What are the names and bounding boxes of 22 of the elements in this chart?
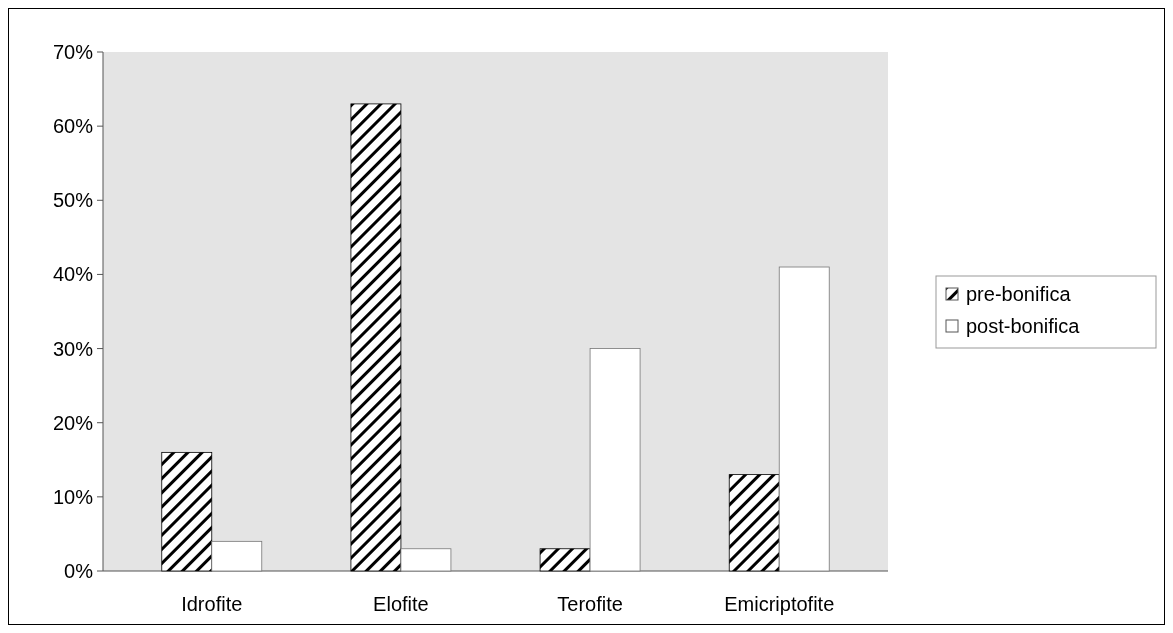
bar [350, 103, 402, 572]
bar [539, 548, 591, 572]
bar [400, 548, 452, 572]
x-tick-label: Elofite [373, 593, 429, 615]
bar [161, 451, 213, 572]
legend-label: post-bonifica [966, 315, 1081, 337]
y-tick-label: 20% [52, 411, 94, 434]
y-tick-label: 30% [52, 337, 94, 360]
x-tick-label: Terofite [557, 593, 623, 615]
bar [778, 266, 830, 572]
bar [728, 474, 780, 572]
y-tick-label: 50% [52, 189, 94, 212]
x-tick-label: Emicriptofite [724, 593, 835, 615]
y-tick-label: 60% [52, 115, 94, 138]
y-tick-label: 40% [52, 263, 94, 286]
legend-label: pre-bonifica [966, 283, 1072, 305]
x-tick-label: Idrofite [181, 593, 243, 615]
y-tick-label: 10% [52, 485, 94, 508]
bar [211, 540, 263, 572]
y-tick-label: 70% [52, 41, 94, 63]
y-tick-label: 0% [64, 560, 94, 582]
bar [589, 348, 641, 572]
